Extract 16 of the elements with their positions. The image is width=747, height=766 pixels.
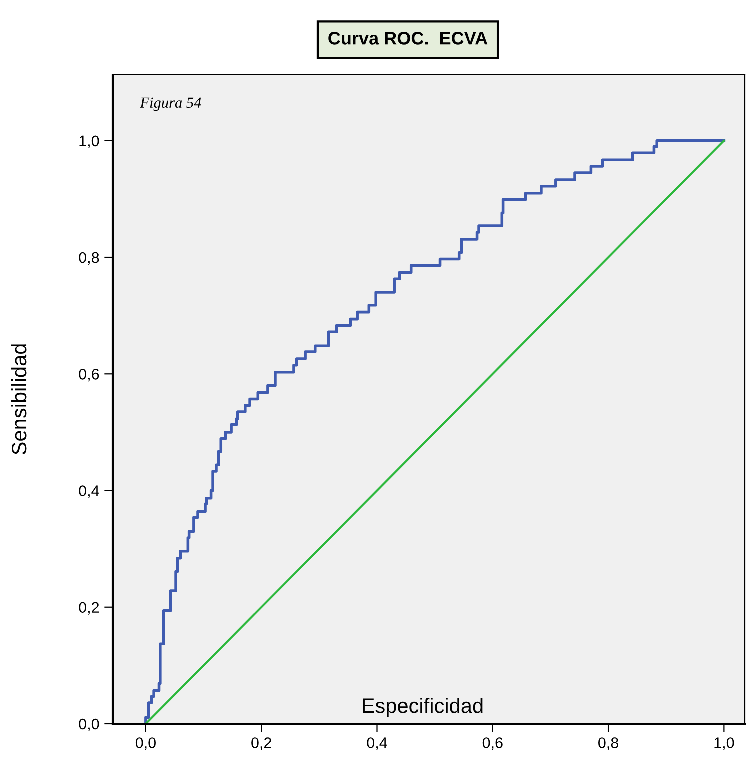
y-tick-label: 0,8 [79,252,100,266]
y-tick-label: 0,2 [79,602,100,615]
x-tick-label: 0,8 [598,738,618,750]
y-tick-label: 0,4 [79,486,100,498]
x-tick-label: 0,2 [252,738,272,750]
annotation: Figura 54 [140,98,202,112]
y-axis-title: Sensibilidad [11,344,27,455]
x-tick-label: 1,0 [714,738,734,750]
y-tick-label: 0,6 [79,369,100,382]
y-tick-label: 1,0 [80,136,100,148]
y-tick-label: 0,0 [79,718,100,732]
chart-title: Curva ROC. ECVA [328,32,488,45]
x-axis-title: Especificidad [363,698,483,718]
x-tick-label: 0,4 [367,738,388,750]
x-tick-label: 0,6 [482,738,503,750]
x-tick-label: 0,0 [136,738,156,750]
